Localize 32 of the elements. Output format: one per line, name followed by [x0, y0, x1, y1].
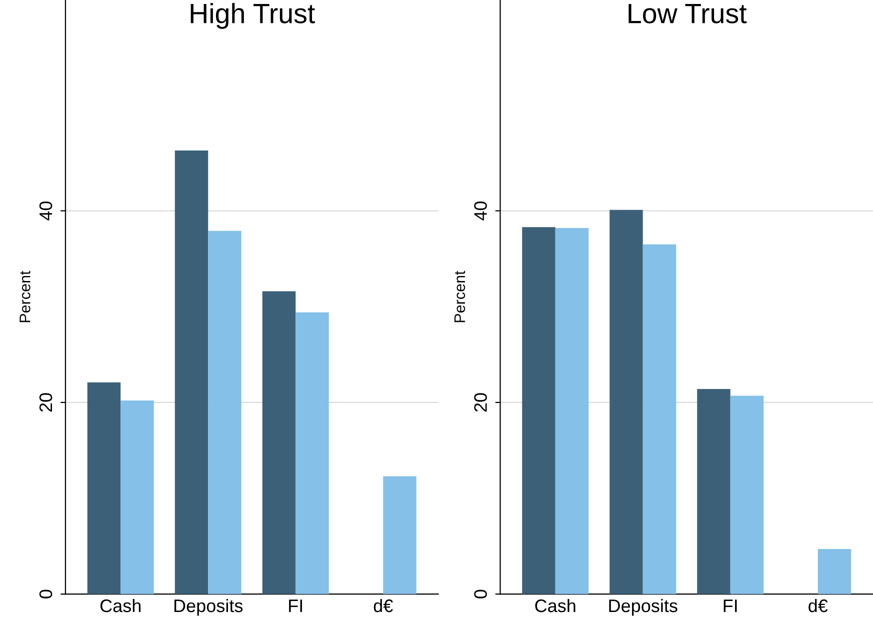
- bar: [208, 230, 242, 594]
- x-tick-label: Deposits: [609, 598, 678, 616]
- x-tick-label: d€: [374, 598, 393, 612]
- x-tick-label: FI: [724, 600, 737, 612]
- y-tick-label: 20: [39, 393, 52, 412]
- x-tick-label: Cash: [100, 598, 141, 612]
- y-tick-label: 40: [39, 201, 52, 220]
- bar: [120, 400, 154, 594]
- bar: [262, 291, 296, 594]
- x-tick-label: FI: [289, 600, 302, 612]
- x-tick-label: d€: [808, 598, 828, 612]
- bar: [610, 210, 643, 594]
- y-tick-label: 0: [474, 590, 487, 598]
- bar: [296, 312, 329, 594]
- bar: [383, 476, 416, 594]
- y-axis-title: Percent: [454, 270, 466, 322]
- x-tick-label: Deposits: [174, 598, 243, 616]
- bar: [174, 150, 208, 594]
- chart-title: High Trust: [190, 2, 315, 29]
- bar: [730, 396, 764, 594]
- chart-title: Low Trust: [628, 4, 747, 24]
- y-tick-label: 40: [474, 201, 487, 220]
- y-tick-label: 0: [39, 590, 52, 598]
- bar: [555, 228, 589, 594]
- bar: [522, 227, 556, 594]
- y-tick-label: 20: [474, 393, 487, 412]
- y-axis-title: Percent: [20, 270, 30, 322]
- x-tick-label: Cash: [535, 598, 576, 612]
- bar: [818, 549, 852, 594]
- bar: [642, 244, 676, 594]
- bar: [697, 389, 730, 594]
- bar: [87, 382, 121, 594]
